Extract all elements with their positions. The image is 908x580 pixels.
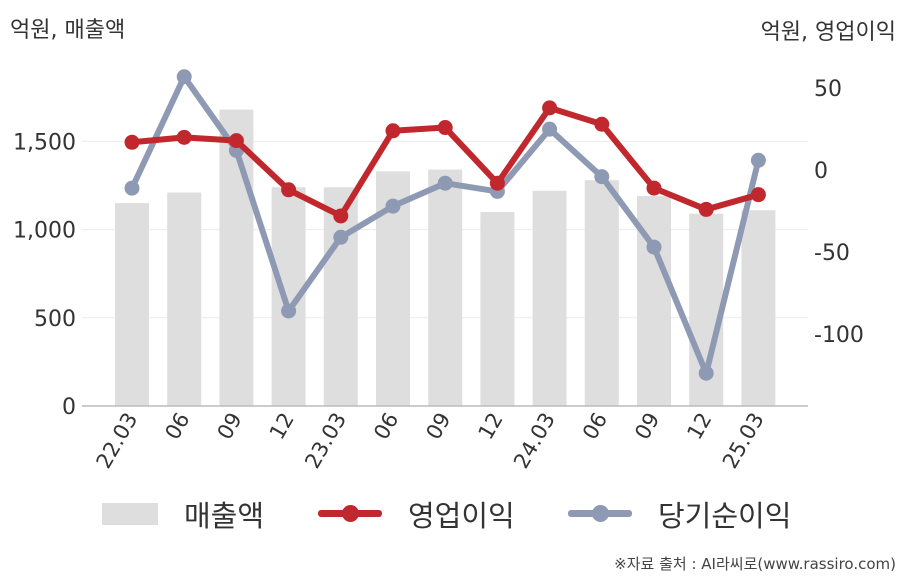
x-axis-tick-label: 06 — [369, 409, 403, 444]
point-net-income — [385, 198, 401, 214]
x-axis-tick-label: 24.03 — [509, 409, 560, 473]
legend-line-swatch-operating — [318, 503, 382, 525]
bar-revenue — [584, 180, 619, 406]
right-axis-unit-label: 억원, 영업이익 — [760, 20, 896, 45]
point-net-income — [698, 365, 714, 381]
legend-label-net-income: 당기순이익 — [658, 499, 792, 533]
bar-revenue — [115, 203, 149, 406]
point-operating-profit — [333, 208, 349, 224]
bar-revenue — [428, 169, 463, 406]
x-axis-tick-label: 12 — [682, 409, 716, 444]
x-axis-tick-label: 12 — [474, 409, 508, 444]
x-axis-tick-label: 22.03 — [91, 409, 142, 473]
legend-item-revenue: 매출액 — [102, 494, 264, 534]
point-operating-profit — [698, 201, 714, 217]
point-operating-profit — [124, 134, 140, 150]
left-axis-tick-label: 0 — [62, 395, 76, 420]
legend-label-operating-profit: 영업이익 — [408, 499, 515, 533]
point-operating-profit — [281, 182, 297, 198]
bar-revenue — [741, 210, 776, 406]
left-axis-unit-label: 억원, 매출액 — [10, 18, 126, 43]
x-axis-tick-label: 09 — [421, 409, 455, 444]
point-net-income — [542, 121, 558, 137]
chart-legend: 매출액 영업이익 당기순이익 — [0, 494, 908, 534]
left-axis-tick-label: 500 — [34, 307, 76, 332]
x-axis-tick-label: 09 — [213, 409, 247, 444]
x-axis-tick-label: 12 — [265, 409, 299, 444]
legend-item-net-income: 당기순이익 — [568, 494, 791, 534]
point-operating-profit — [646, 180, 662, 196]
point-net-income — [281, 303, 297, 319]
point-operating-profit — [489, 175, 505, 191]
right-axis-tick-label: 0 — [814, 159, 828, 184]
legend-line-swatch-net — [568, 503, 632, 525]
point-net-income — [437, 175, 453, 191]
point-operating-profit — [437, 120, 453, 136]
legend-bar-swatch — [102, 503, 158, 525]
x-axis-tick-label: 25.03 — [718, 409, 769, 473]
x-axis-tick-label: 06 — [578, 409, 612, 444]
bar-revenue — [323, 187, 358, 406]
point-operating-profit — [176, 129, 192, 145]
point-operating-profit — [594, 116, 610, 132]
point-net-income — [333, 229, 349, 245]
point-operating-profit — [542, 100, 558, 116]
bar-revenue — [532, 190, 567, 406]
left-axis-tick-label: 1,000 — [13, 219, 76, 244]
point-net-income — [176, 69, 192, 85]
x-axis-tick-label: 23.03 — [300, 409, 351, 473]
point-operating-profit — [228, 133, 244, 149]
bar-revenue — [167, 192, 202, 406]
point-net-income — [594, 169, 610, 185]
source-credit: ※자료 출처 : AI라씨로(www.rassiro.com) — [614, 555, 896, 573]
x-axis-tick-label: 06 — [160, 409, 194, 444]
x-axis-tick-label: 09 — [630, 409, 664, 444]
point-net-income — [646, 239, 662, 255]
point-operating-profit — [750, 187, 766, 203]
legend-label-revenue: 매출액 — [184, 499, 265, 533]
legend-item-operating-profit: 영업이익 — [318, 494, 515, 534]
right-axis-tick-label: -50 — [814, 241, 850, 266]
left-axis-tick-label: 1,500 — [13, 130, 76, 155]
point-net-income — [750, 152, 766, 168]
bar-revenue — [480, 211, 515, 406]
point-operating-profit — [385, 123, 401, 139]
right-axis-tick-label: 50 — [814, 77, 842, 102]
point-net-income — [124, 180, 140, 196]
right-axis-tick-label: -100 — [814, 323, 864, 348]
